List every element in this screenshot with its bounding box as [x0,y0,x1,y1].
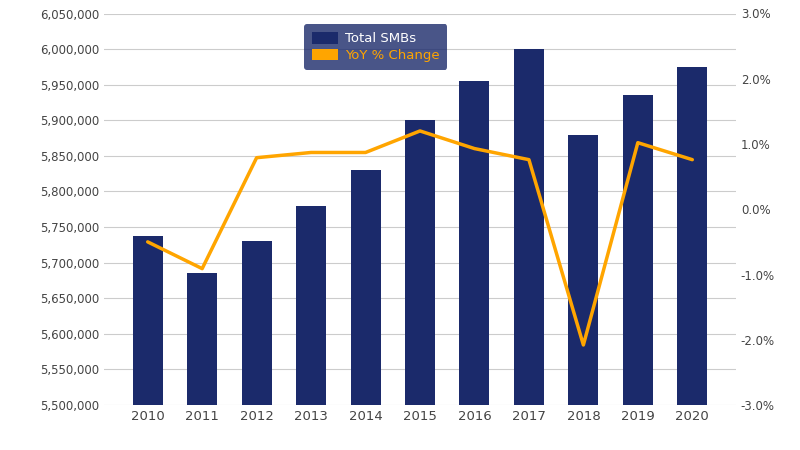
Bar [623,95,653,450]
Legend: Total SMBs, YoY % Change: Total SMBs, YoY % Change [304,24,447,70]
Bar [514,49,544,450]
Bar [242,241,271,450]
Bar [405,120,435,450]
Bar [350,170,381,450]
Bar [569,135,598,450]
Bar [133,236,162,450]
Bar [459,81,490,450]
Bar [678,67,707,450]
Bar [187,273,217,450]
Bar [296,206,326,450]
